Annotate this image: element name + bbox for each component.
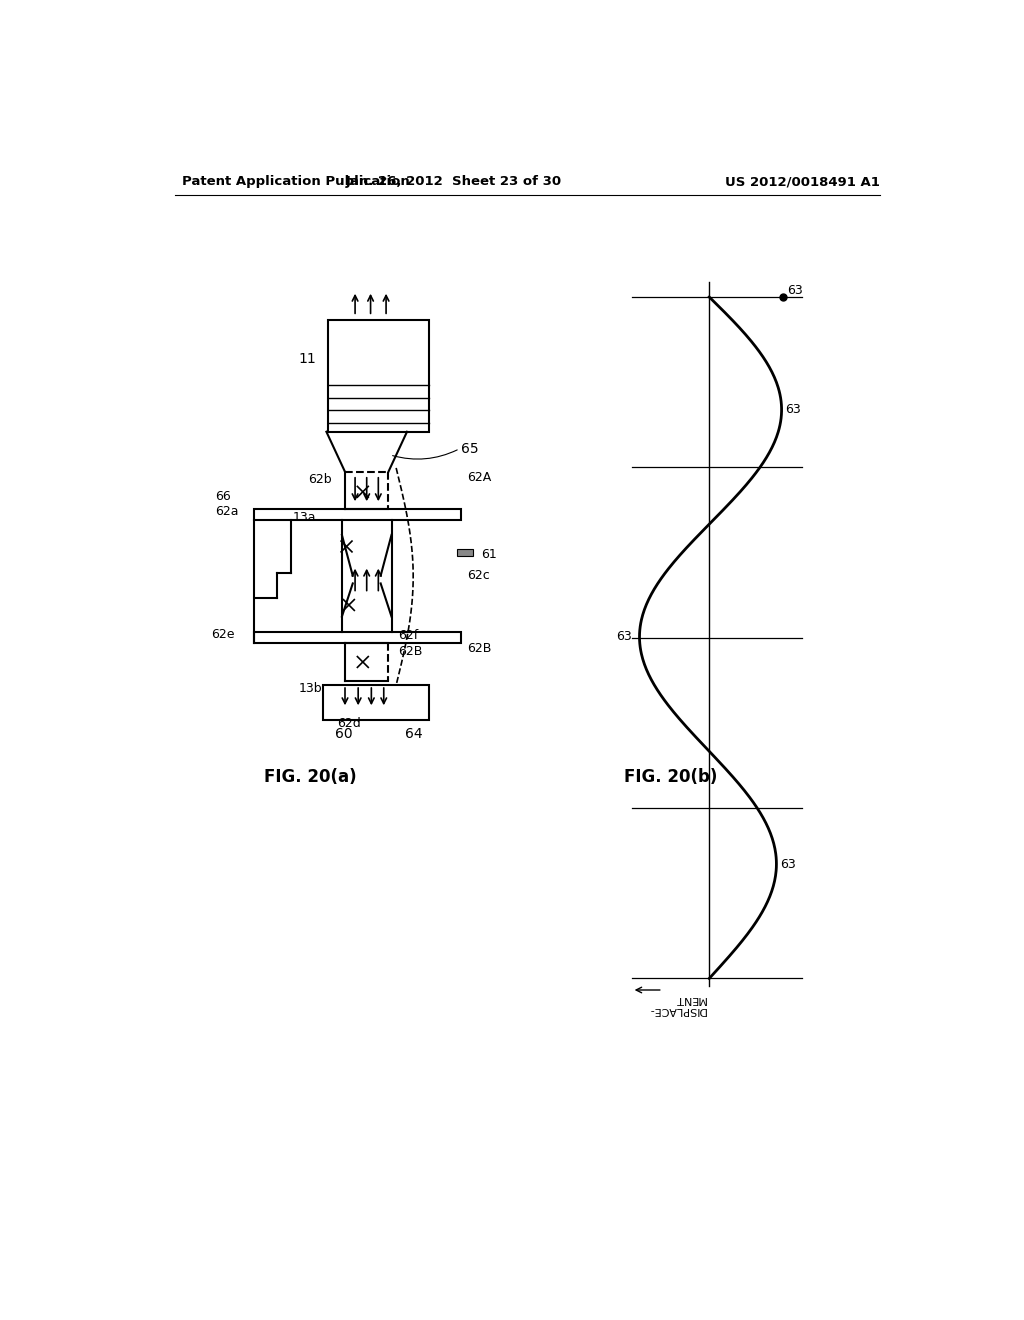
Text: 62b: 62b [308, 473, 332, 486]
Bar [324, 685, 429, 719]
Bar [458, 549, 473, 557]
Text: 63: 63 [785, 403, 801, 416]
Text: 63: 63 [786, 284, 803, 297]
Text: 62a: 62a [215, 504, 239, 517]
Text: 63: 63 [616, 631, 632, 643]
Text: 65: 65 [461, 442, 479, 455]
Bar [328, 321, 429, 432]
Text: 62B: 62B [467, 643, 492, 656]
Text: 62c: 62c [467, 569, 490, 582]
Text: 62e: 62e [211, 628, 234, 640]
Bar [254, 508, 461, 520]
Text: Patent Application Publication: Patent Application Publication [182, 176, 410, 187]
Text: 62f: 62f [397, 628, 418, 642]
Text: FIG. 20(b): FIG. 20(b) [624, 768, 718, 787]
Text: 13a: 13a [292, 511, 315, 524]
Text: 60: 60 [335, 726, 352, 741]
Text: 66: 66 [215, 490, 230, 503]
Text: 11: 11 [299, 352, 316, 366]
Text: Jan. 26, 2012  Sheet 23 of 30: Jan. 26, 2012 Sheet 23 of 30 [345, 176, 561, 187]
Bar [254, 632, 461, 643]
Text: 13b: 13b [299, 682, 323, 696]
Text: 62A: 62A [467, 471, 492, 484]
Text: DISPLACE-
MENT: DISPLACE- MENT [647, 994, 706, 1015]
Text: 62B: 62B [397, 645, 422, 659]
Text: 63: 63 [780, 858, 796, 870]
Text: 64: 64 [406, 726, 423, 741]
Text: 61: 61 [480, 548, 497, 561]
Text: FIG. 20(a): FIG. 20(a) [263, 768, 356, 787]
Text: US 2012/0018491 A1: US 2012/0018491 A1 [725, 176, 880, 187]
Text: 62d: 62d [337, 717, 361, 730]
